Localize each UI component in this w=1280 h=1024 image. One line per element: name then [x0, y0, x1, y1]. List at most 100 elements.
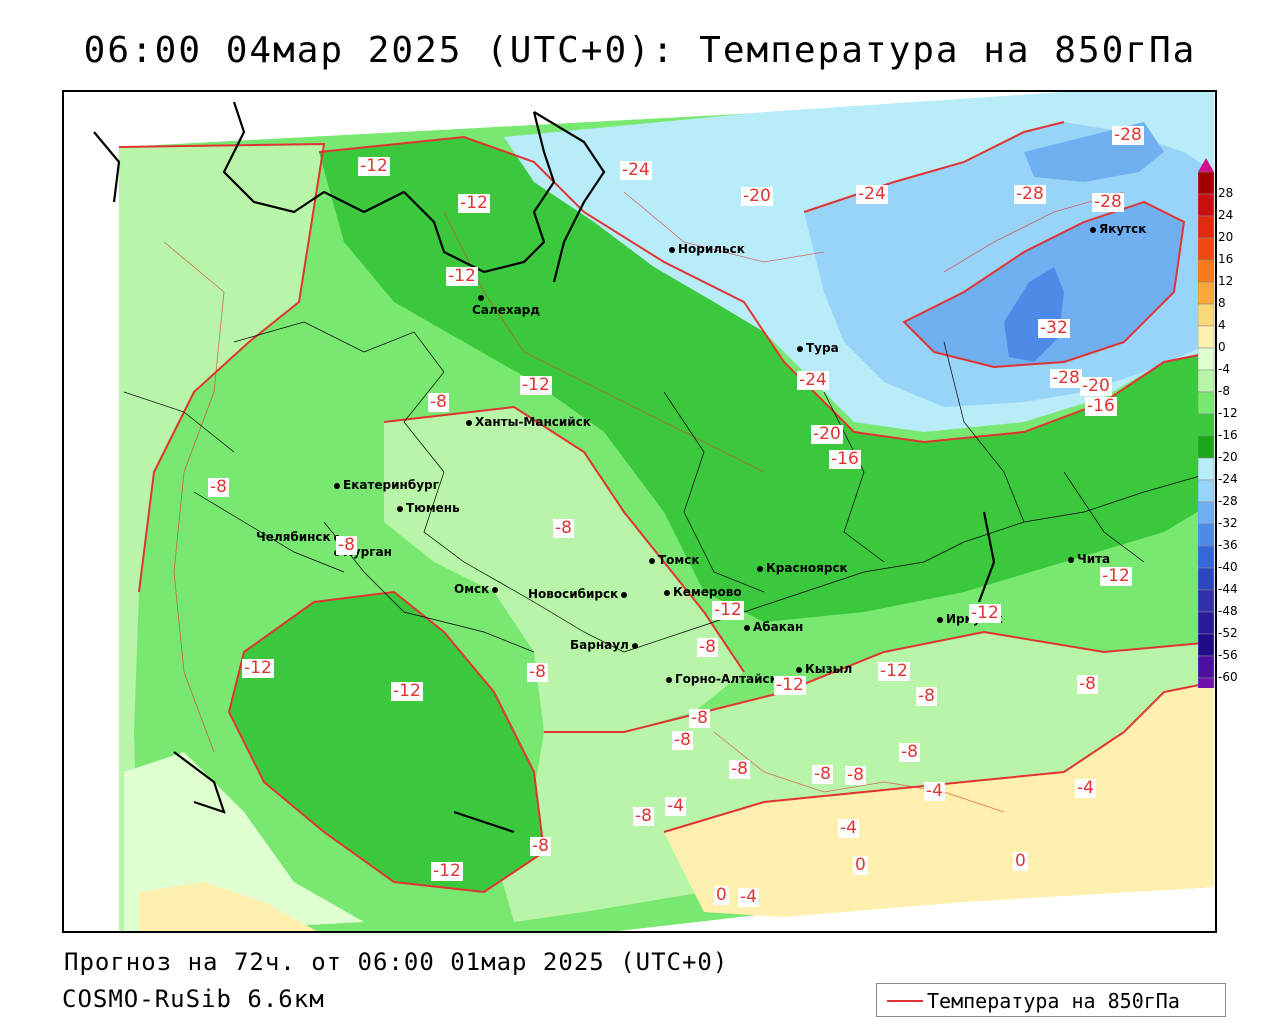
scale-label: 12: [1218, 274, 1234, 288]
city-dot-icon: [757, 565, 763, 572]
scale-cell: [1198, 567, 1215, 591]
city-label: Тюмень: [397, 501, 460, 515]
city-dot-icon: [1090, 226, 1096, 233]
zone-light-green-west: [119, 144, 324, 931]
isoline-label: -8: [530, 836, 551, 856]
isoline-label: 0: [1013, 851, 1028, 871]
scale-label: 4: [1218, 318, 1226, 332]
color-scale: 28 24 20 16 12 8 4 0 -4 -8 -12 -16 -20 -24 -28 -32 -36 -4…: [1198, 158, 1278, 688]
city-dot-icon: [649, 557, 655, 564]
scale-cell: [1198, 391, 1215, 415]
isoline-label: -4: [838, 818, 859, 838]
city-label: Новосибирск: [528, 587, 630, 601]
isoline-label: -12: [446, 266, 478, 286]
isoline-label: -8: [208, 477, 229, 497]
isoline-label: -28: [1092, 192, 1124, 212]
city-dot-icon: [664, 589, 670, 596]
city-dot-icon: [466, 419, 472, 426]
city-label: Норильск: [669, 242, 745, 256]
city-label: Барнаул: [570, 638, 641, 652]
city-label: Тура: [797, 341, 839, 355]
isoline-label: 0: [714, 885, 729, 905]
scale-cell: [1198, 501, 1215, 525]
city-label: Якутск: [1090, 222, 1146, 236]
isoline-label: -8: [689, 708, 710, 728]
city-label: Ханты-Мансийск: [466, 415, 591, 429]
scale-cell: [1198, 347, 1215, 371]
isoline-label: -20: [811, 424, 843, 444]
city-dot-icon: [397, 505, 403, 512]
isoline-label: -4: [1075, 778, 1096, 798]
scale-cell: [1198, 611, 1215, 635]
zone-yellow-warm-sw: [139, 882, 317, 931]
isoline-label: -8: [553, 518, 574, 538]
scale-label: -16: [1218, 428, 1238, 442]
city-dot-icon: [796, 666, 802, 673]
city-dot-icon: [1068, 556, 1074, 563]
scale-cell: [1198, 369, 1215, 393]
isoline-label: -8: [1077, 674, 1098, 694]
isoline-label: -12: [242, 658, 274, 678]
city-label: Красноярск: [757, 561, 848, 575]
scale-cell: [1198, 677, 1215, 688]
city-label: Екатеринбург: [334, 478, 439, 492]
scale-cell: [1198, 413, 1215, 437]
city-dot-icon: [669, 246, 675, 253]
isoline-label: -8: [845, 765, 866, 785]
scale-label: -48: [1218, 604, 1238, 618]
scale-label: -28: [1218, 494, 1238, 508]
scale-label: 20: [1218, 230, 1234, 244]
coastline: [93, 101, 996, 834]
map-frame: [62, 90, 1217, 933]
isoline-label: -12: [458, 193, 490, 213]
isoline-label: -8: [812, 764, 833, 784]
isoline-label: -8: [336, 535, 357, 555]
city-label: Челябинск: [256, 530, 343, 544]
scale-label: -36: [1218, 538, 1238, 552]
scale-label: -32: [1218, 516, 1238, 530]
temperature-map: [93, 92, 1215, 931]
city-dot-icon: [666, 676, 672, 683]
isoline-label: -4: [738, 887, 759, 907]
isoline-label: -12: [878, 661, 910, 681]
isoline-label: -16: [829, 449, 861, 469]
city-label: Томск: [649, 553, 700, 567]
scale-label: -52: [1218, 626, 1238, 640]
map-legend: Температура на 850гПа: [876, 983, 1226, 1017]
city-label: Кызыл: [796, 662, 852, 676]
scale-cell: [1198, 237, 1215, 261]
isoline-label: -12: [712, 600, 744, 620]
city-dot-icon: [334, 482, 340, 489]
scale-label: -4: [1218, 362, 1230, 376]
isoline-label: -20: [741, 186, 773, 206]
scale-label: 16: [1218, 252, 1234, 266]
zone-dark-green-north: [319, 137, 1214, 622]
scale-cell: [1198, 457, 1215, 481]
city-dot-icon: [478, 294, 484, 301]
isoline-label: -24: [620, 160, 652, 180]
isoline-label: -12: [358, 156, 390, 176]
isoline-label: -28: [1050, 368, 1082, 388]
city-label: Горно-Алтайск: [666, 672, 778, 686]
isoline-label: -8: [428, 392, 449, 412]
scale-cell: [1198, 589, 1215, 613]
scale-label: -40: [1218, 560, 1238, 574]
isoline-label: -20: [1080, 376, 1112, 396]
scale-label: -60: [1218, 670, 1238, 684]
isoline-label: -24: [797, 370, 829, 390]
zone-deep-blue: [1004, 267, 1064, 362]
isoline-label: -24: [856, 184, 888, 204]
scale-cell: [1198, 303, 1215, 327]
isoline-label: -12: [391, 681, 423, 701]
scale-cell: [1198, 171, 1215, 195]
scale-label: 28: [1218, 186, 1234, 200]
isoline-label: -28: [1014, 184, 1046, 204]
zone-dark-green-southwest: [229, 592, 544, 892]
model-name: COSMO-RuSib 6.6км: [62, 985, 325, 1013]
legend-label: Температура на 850гПа: [927, 989, 1180, 1013]
scale-cell: [1198, 193, 1215, 217]
scale-label: -56: [1218, 648, 1238, 662]
scale-cell: [1198, 479, 1215, 503]
isoline-label: -8: [672, 730, 693, 750]
city-dot-icon: [937, 616, 943, 623]
